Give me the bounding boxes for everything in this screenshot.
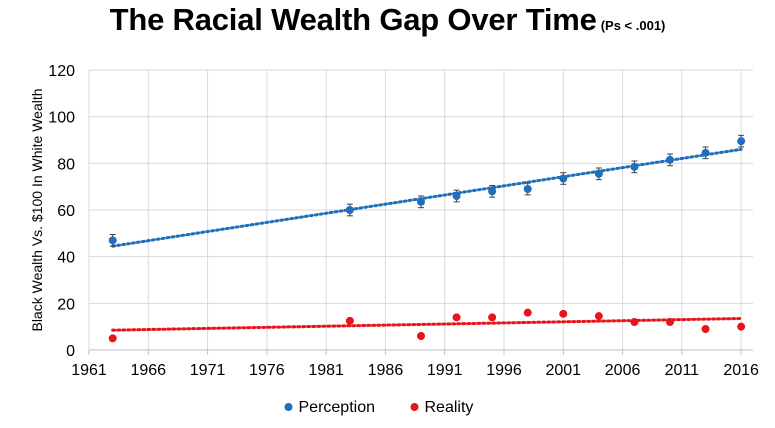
x-tick-label: 2001 bbox=[545, 362, 581, 379]
y-tick-label: 60 bbox=[57, 203, 75, 220]
reality-point bbox=[345, 316, 354, 325]
y-tick-label: 100 bbox=[48, 110, 75, 127]
perception-point bbox=[523, 185, 532, 193]
x-tick-label: 1986 bbox=[368, 362, 404, 379]
y-tick-label: 0 bbox=[66, 343, 75, 360]
perception-point bbox=[488, 187, 497, 196]
x-tick-label: 1966 bbox=[130, 362, 166, 379]
y-tick-label: 80 bbox=[57, 156, 75, 173]
legend-label-reality: Reality bbox=[425, 399, 474, 416]
reality-point bbox=[594, 312, 603, 321]
x-tick-label: 1971 bbox=[190, 362, 226, 379]
reality-trendline bbox=[111, 317, 743, 332]
y-tick-label: 40 bbox=[57, 250, 75, 267]
reality-point bbox=[559, 309, 568, 318]
chart-title-row: The Racial Wealth Gap Over Time (Ps < .00… bbox=[0, 2, 775, 38]
reality-point bbox=[666, 318, 674, 326]
reality-point bbox=[488, 313, 497, 322]
reality-point bbox=[701, 325, 710, 333]
perception-point bbox=[666, 155, 674, 164]
y-axis-title: Black Wealth Vs. $100 In White Wealth bbox=[29, 88, 45, 331]
reality-point bbox=[523, 308, 532, 317]
reality-point bbox=[417, 332, 425, 340]
chart-subtitle: (Ps < .001) bbox=[600, 18, 666, 33]
perception-point bbox=[630, 162, 639, 171]
reality-point bbox=[108, 334, 117, 343]
y-tick-label: 20 bbox=[57, 296, 75, 313]
x-tick-label: 1981 bbox=[308, 362, 344, 379]
x-tick-label: 2011 bbox=[665, 362, 700, 379]
reality-point bbox=[452, 313, 461, 322]
reality-point bbox=[737, 322, 746, 331]
legend-label-perception: Perception bbox=[299, 399, 376, 416]
perception-point bbox=[108, 236, 117, 245]
perception-point bbox=[701, 148, 710, 157]
perception-point bbox=[594, 169, 603, 178]
reality-point bbox=[630, 318, 639, 326]
x-tick-label: 2016 bbox=[723, 362, 759, 379]
x-tick-label: 1991 bbox=[427, 362, 463, 379]
legend-marker-perception bbox=[284, 403, 293, 411]
perception-point bbox=[417, 197, 425, 206]
x-tick-label: 1976 bbox=[249, 362, 285, 379]
x-tick-label: 1961 bbox=[71, 362, 107, 379]
perception-point bbox=[452, 192, 461, 200]
perception-point bbox=[345, 206, 354, 214]
perception-point bbox=[737, 137, 746, 146]
y-tick-label: 120 bbox=[48, 63, 75, 80]
perception-trendline bbox=[111, 147, 743, 248]
perception-point bbox=[559, 174, 568, 183]
legend-marker-reality bbox=[410, 403, 419, 411]
x-tick-label: 1996 bbox=[486, 362, 522, 379]
chart-title: The Racial Wealth Gap Over Time bbox=[109, 2, 597, 37]
x-tick-label: 2006 bbox=[605, 362, 641, 379]
legend: Perception Reality bbox=[284, 399, 474, 416]
